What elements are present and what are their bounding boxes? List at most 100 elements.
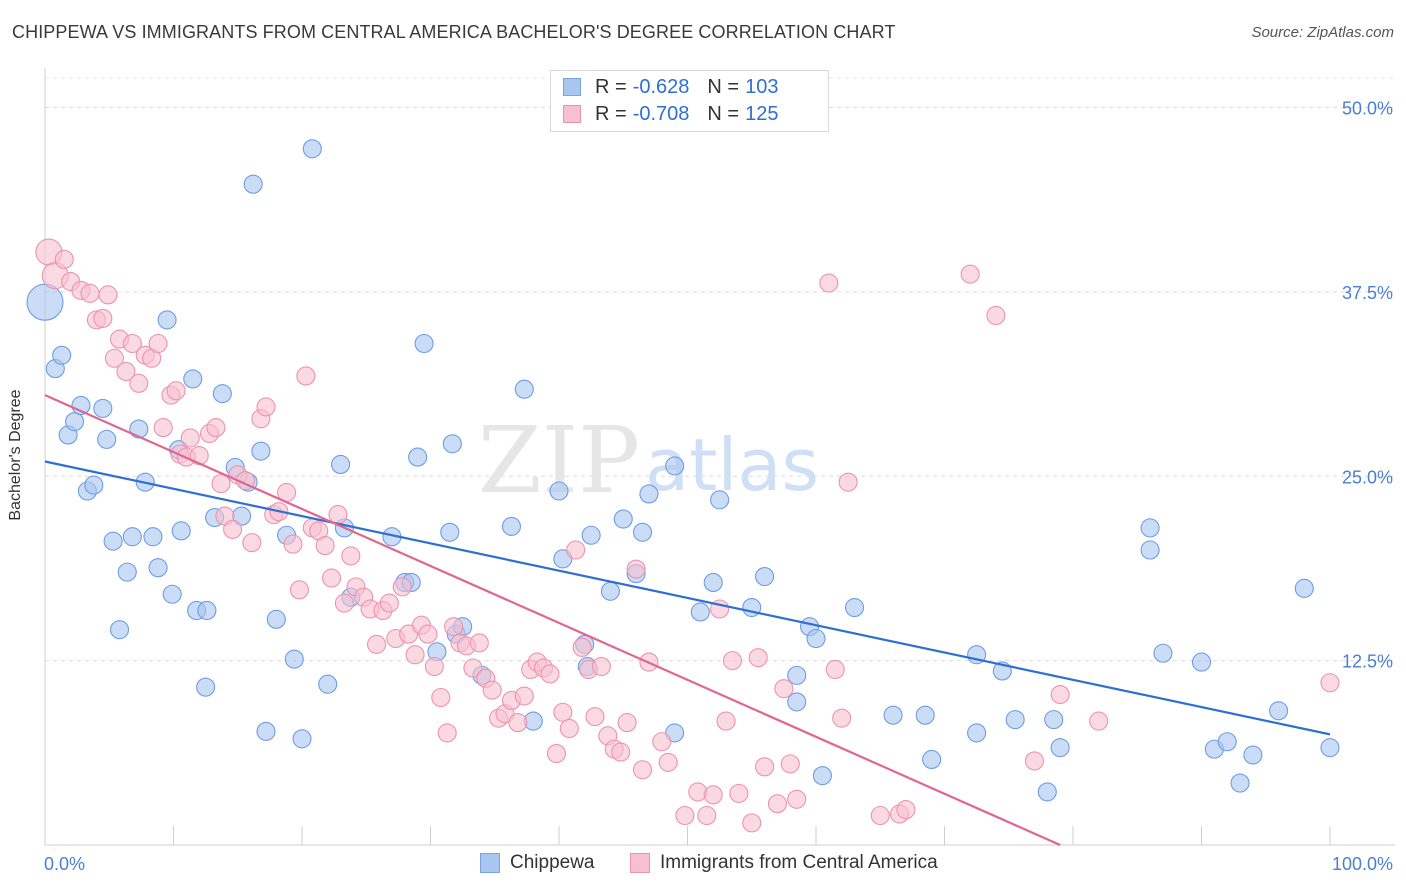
data-point — [366, 634, 387, 654]
data-point — [180, 428, 200, 448]
data-point — [212, 384, 232, 404]
data-point — [755, 566, 775, 587]
data-point — [408, 447, 428, 467]
x-tick-labels: 0.0% 100.0% — [44, 854, 1393, 874]
bottom-legend-swatch-chippewa — [480, 853, 500, 873]
data-point — [787, 789, 807, 809]
data-point — [302, 139, 322, 159]
data-point — [611, 742, 631, 762]
data-point — [251, 441, 271, 461]
x-tick-label: 100.0% — [1332, 854, 1393, 874]
data-point — [318, 674, 338, 694]
data-point — [418, 624, 438, 644]
data-point — [922, 749, 942, 770]
data-point — [665, 456, 685, 476]
data-point — [143, 527, 163, 547]
data-point — [162, 584, 182, 604]
data-point — [553, 702, 573, 722]
data-point — [591, 656, 611, 677]
data-point — [243, 174, 263, 194]
trend-line — [44, 460, 1331, 736]
data-point — [675, 805, 695, 826]
y-tick-label: 50.0% — [1342, 99, 1393, 119]
data-point — [915, 705, 935, 725]
bottom-legend-swatch-immigrants — [630, 853, 650, 873]
bottom-legend: Chippewa Immigrants from Central America — [0, 852, 1406, 878]
data-point — [104, 348, 124, 368]
data-point — [328, 505, 348, 525]
trend-lines — [44, 394, 1331, 847]
data-point — [825, 659, 845, 680]
data-point — [710, 490, 730, 510]
data-point — [697, 805, 717, 826]
stats-legend: R = -0.628 N = 103 R = -0.708 N = 125 — [550, 70, 829, 132]
data-point — [315, 536, 335, 556]
data-point — [469, 633, 489, 653]
legend-r-value: -0.708 — [632, 102, 690, 125]
data-point — [870, 805, 890, 826]
data-point — [812, 766, 832, 786]
data-point — [1191, 652, 1212, 672]
legend-n-label: N = — [707, 102, 740, 125]
data-point — [223, 519, 243, 539]
data-point — [444, 617, 464, 637]
legend-swatch-immigrants — [563, 105, 581, 123]
legend-n-value: 125 — [745, 102, 779, 125]
data-point — [98, 285, 118, 305]
data-point — [514, 379, 534, 399]
trend-line — [44, 394, 1061, 847]
data-point — [289, 580, 309, 600]
data-point — [93, 398, 113, 418]
axes — [44, 68, 1395, 846]
y-tick-label: 12.5% — [1342, 652, 1393, 672]
data-point — [283, 534, 303, 554]
data-point — [774, 679, 794, 699]
source-label: Source: ZipAtlas.com — [1251, 24, 1394, 41]
data-point — [883, 705, 903, 725]
data-point — [514, 686, 534, 706]
data-point — [109, 620, 130, 640]
data-point — [566, 540, 586, 560]
data-point — [767, 794, 788, 814]
data-point — [122, 527, 142, 547]
chart-title: CHIPPEWA VS IMMIGRANTS FROM CENTRAL AMER… — [12, 22, 896, 42]
data-point — [742, 813, 762, 833]
data-point — [787, 665, 807, 685]
data-point — [1230, 773, 1250, 793]
data-point — [183, 369, 203, 389]
data-point — [463, 658, 483, 678]
data-point — [729, 783, 749, 803]
data-point — [1140, 518, 1160, 538]
data-point — [1050, 738, 1070, 758]
bottom-legend-item-chippewa: Chippewa — [480, 852, 595, 874]
data-point — [424, 656, 444, 677]
legend-row-chippewa: R = -0.628 N = 103 — [563, 75, 778, 99]
y-tick-label: 25.0% — [1342, 467, 1393, 487]
data-point — [819, 273, 839, 293]
bottom-legend-label: Immigrants from Central America — [660, 852, 938, 873]
data-point — [703, 785, 723, 805]
data-point — [256, 397, 276, 417]
data-point — [157, 310, 177, 330]
x-tick-label: 0.0% — [44, 854, 85, 874]
data-point — [211, 474, 231, 494]
data-point — [1140, 540, 1160, 560]
data-point — [1320, 673, 1340, 693]
data-point — [414, 333, 434, 354]
legend-r-label: R = — [595, 75, 627, 98]
data-point — [189, 446, 209, 466]
data-point — [65, 412, 85, 432]
series-chippewa — [26, 139, 1340, 802]
y-tick-label: 37.5% — [1342, 283, 1393, 303]
data-point — [171, 521, 191, 541]
data-point — [482, 680, 502, 700]
data-point — [572, 637, 592, 657]
data-point — [613, 509, 633, 529]
data-point — [1037, 782, 1057, 802]
data-point — [1243, 745, 1263, 765]
data-point — [722, 651, 743, 671]
data-point — [652, 732, 672, 752]
data-point — [546, 743, 566, 764]
data-point — [54, 249, 74, 269]
